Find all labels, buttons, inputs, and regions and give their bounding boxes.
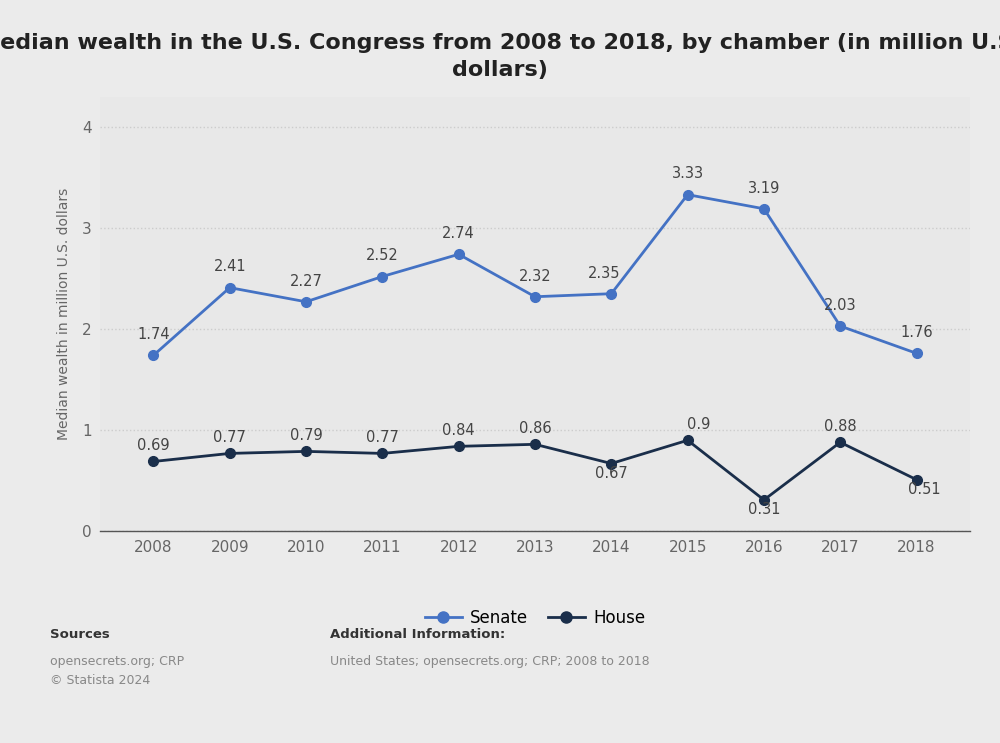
Text: 0.88: 0.88 <box>824 419 857 434</box>
Text: 0.69: 0.69 <box>137 438 170 453</box>
Text: 2.35: 2.35 <box>587 265 620 281</box>
Text: 2.41: 2.41 <box>213 259 246 274</box>
Text: 3.19: 3.19 <box>748 181 780 195</box>
Text: 0.77: 0.77 <box>213 430 246 445</box>
Text: 0.31: 0.31 <box>748 502 780 517</box>
Text: 0.9: 0.9 <box>687 417 711 432</box>
Text: 0.79: 0.79 <box>290 428 322 444</box>
Text: 3.33: 3.33 <box>672 166 704 181</box>
Text: opensecrets.org; CRP
© Statista 2024: opensecrets.org; CRP © Statista 2024 <box>50 655 184 687</box>
Text: 0.86: 0.86 <box>519 421 551 436</box>
Text: 1.74: 1.74 <box>137 327 170 343</box>
Text: Additional Information:: Additional Information: <box>330 628 505 640</box>
Text: Sources: Sources <box>50 628 110 640</box>
Text: 1.76: 1.76 <box>900 325 933 340</box>
Text: 2.52: 2.52 <box>366 248 399 263</box>
Text: Median wealth in the U.S. Congress from 2008 to 2018, by chamber (in million U.S: Median wealth in the U.S. Congress from … <box>0 33 1000 80</box>
Text: 2.32: 2.32 <box>519 268 551 284</box>
Text: 2.27: 2.27 <box>290 273 322 288</box>
Text: 0.77: 0.77 <box>366 430 399 445</box>
Text: 2.03: 2.03 <box>824 298 857 313</box>
Text: United States; opensecrets.org; CRP; 2008 to 2018: United States; opensecrets.org; CRP; 200… <box>330 655 650 668</box>
Legend: Senate, House: Senate, House <box>418 603 652 634</box>
Text: 0.67: 0.67 <box>595 466 628 481</box>
Text: 2.74: 2.74 <box>442 226 475 241</box>
Y-axis label: Median wealth in million U.S. dollars: Median wealth in million U.S. dollars <box>57 188 71 440</box>
Text: 0.51: 0.51 <box>908 482 941 497</box>
Text: 0.84: 0.84 <box>442 424 475 438</box>
